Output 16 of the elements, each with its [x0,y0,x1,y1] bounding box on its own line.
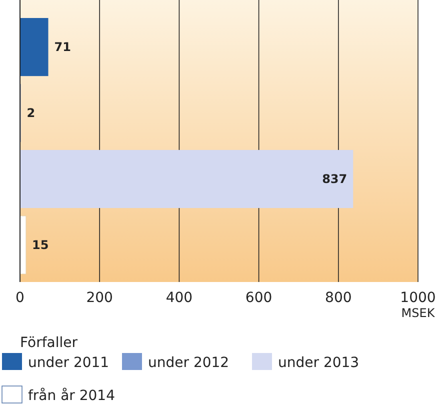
x-tick-label: 600 [245,290,272,306]
legend-title: Förfaller [20,335,78,351]
data-label: 2 [26,106,36,120]
x-axis-title: MSEK [401,306,436,320]
legend-label: under 2013 [278,355,360,371]
data-label: 837 [322,172,348,186]
legend-label: under 2011 [28,355,110,371]
legend-label: från år 2014 [28,387,116,404]
x-tick-label: 1000 [400,290,436,306]
data-label: 71 [54,40,71,54]
x-tick-label: 0 [16,290,24,306]
x-tick-label: 400 [166,290,193,306]
x-tick-label: 200 [86,290,113,306]
data-label: 15 [32,238,49,252]
legend-label: under 2012 [148,355,230,371]
x-tick-label: 800 [325,290,352,306]
